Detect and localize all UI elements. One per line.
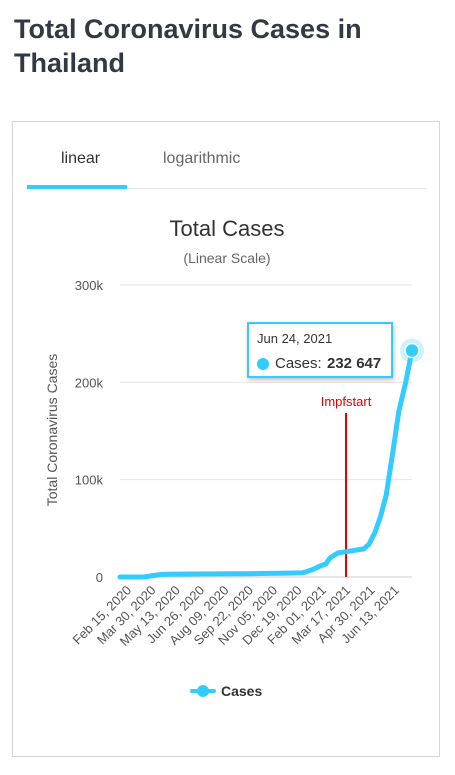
legend-label-cases: Cases: [221, 683, 262, 699]
tab-linear[interactable]: linear: [61, 150, 101, 167]
tooltip-date: Jun 24, 2021: [257, 331, 333, 346]
tab-logarithmic[interactable]: logarithmic: [163, 150, 241, 167]
y-tick-label: 200k: [75, 375, 104, 390]
scale-tabs: linear logarithmic: [27, 122, 427, 189]
chart-card: linear logarithmic: [12, 121, 440, 757]
y-tick-label: 300k: [75, 278, 104, 293]
data-point-hovered[interactable]: [404, 342, 420, 359]
tooltip-series-marker: [257, 358, 269, 370]
y-axis-title: Total Coronavirus Cases: [44, 354, 60, 507]
legend[interactable]: Cases: [190, 683, 262, 699]
series-line-cases: [117, 348, 415, 580]
page-title: Total Coronavirus Cases in Thailand: [14, 14, 362, 78]
y-tick-label: 100k: [75, 473, 104, 488]
active-tab-indicator: [27, 185, 127, 189]
legend-swatch-marker: [197, 685, 209, 697]
chart-subtitle: (Linear Scale): [183, 250, 270, 266]
y-tick-label: 0: [96, 570, 103, 585]
data-tooltip: Jun 24, 2021 Cases: 232 647: [247, 322, 393, 378]
chart-title: Total Cases: [170, 216, 285, 241]
tooltip-label: Cases:: [275, 355, 322, 372]
tooltip-value: 232 647: [327, 355, 382, 372]
annotation-label: Impfstart: [321, 394, 372, 409]
